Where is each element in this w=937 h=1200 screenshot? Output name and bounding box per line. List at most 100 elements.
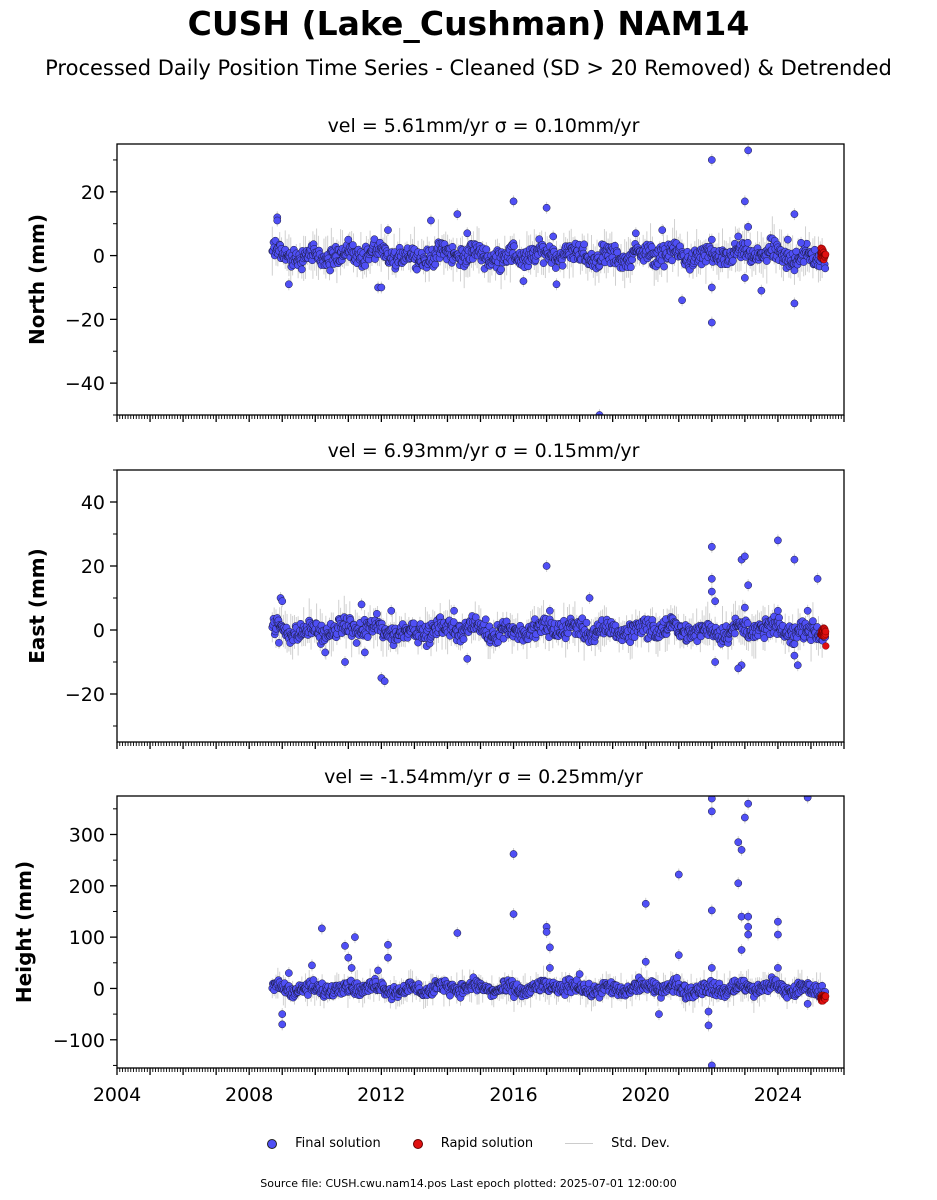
panel-1: −40 −20 0 20 vel = 5.61mm/yr σ = 0.10mm/yr No… — [25, 115, 845, 422]
final-point-outlier — [427, 216, 435, 225]
final-point — [660, 262, 668, 271]
y-axis-label: Height (mm) — [12, 861, 36, 1003]
final-point-outlier — [790, 651, 799, 660]
final-point-outlier — [387, 606, 396, 615]
final-point — [363, 633, 372, 641]
final-point-outlier — [707, 964, 716, 972]
final-point — [743, 619, 752, 628]
final-point-outlier — [741, 274, 749, 282]
final-point-outlier — [707, 542, 716, 551]
final-point-outlier — [278, 597, 287, 606]
y-tick-label: 20 — [81, 556, 105, 578]
final-point-outlier — [384, 940, 392, 949]
final-point — [409, 619, 418, 628]
x-tick-label: 2008 — [225, 1084, 273, 1106]
final-point-outlier — [542, 562, 551, 570]
legend-item-rapid: Rapid solution — [412, 1136, 533, 1151]
rapid-point — [822, 250, 830, 258]
legend-item-sd: Std. Dev. — [565, 1136, 670, 1151]
final-point-outlier — [704, 1007, 713, 1016]
final-point — [326, 266, 334, 275]
final-point-outlier — [707, 156, 716, 164]
y-tick-label: 40 — [81, 492, 105, 514]
chart-subtitle: Processed Daily Position Time Series - C… — [45, 56, 892, 80]
final-point-outlier — [674, 951, 683, 959]
final-point-outlier — [546, 943, 554, 952]
final-point — [431, 260, 440, 269]
final-point — [668, 256, 676, 265]
final-point-outlier — [674, 870, 683, 879]
final-point-outlier — [707, 574, 716, 583]
rapid-points — [817, 624, 830, 650]
final-point-outlier — [552, 280, 561, 289]
final-point-outlier — [803, 606, 812, 615]
final-point-outlier — [509, 197, 518, 206]
source-footer: Source file: CUSH.cwu.nam14.pos Last epo… — [260, 1177, 677, 1190]
x-tick-label: 2024 — [754, 1084, 802, 1106]
x-axis — [116, 415, 845, 422]
final-point-outlier — [741, 603, 749, 612]
final-point-outlier — [741, 813, 749, 822]
final-point-outlier — [341, 942, 349, 950]
final-point-outlier — [453, 210, 462, 218]
final-point-outlier — [357, 600, 366, 609]
final-points — [268, 146, 830, 415]
rapid-point — [822, 627, 830, 636]
rapid-points — [817, 244, 830, 264]
final-point — [760, 634, 769, 643]
final-points — [268, 796, 830, 1068]
y-axis: −40 −20 0 20 — [65, 159, 117, 416]
final-point-outlier — [318, 924, 326, 933]
y-tick-label: −20 — [65, 684, 105, 706]
final-point — [762, 257, 771, 265]
final-point-outlier — [797, 238, 805, 247]
final-point-outlier — [278, 1010, 287, 1018]
chart-canvas: −40 −20 0 20 vel = 5.61mm/yr σ = 0.10mm/yr No… — [12, 115, 845, 1106]
final-point — [821, 264, 830, 273]
final-point-outlier — [278, 1020, 287, 1029]
final-point-outlier — [734, 232, 743, 241]
final-point-outlier — [585, 594, 594, 602]
final-point-outlier — [783, 235, 792, 244]
final-point — [647, 243, 656, 251]
x-tick-label: 2004 — [93, 1084, 141, 1106]
final-point — [582, 618, 591, 627]
rapid-points — [817, 991, 830, 1005]
y-tick-label: 200 — [69, 876, 105, 898]
final-point-outlier — [744, 912, 753, 921]
final-point-outlier — [707, 318, 716, 327]
final-point — [743, 238, 752, 247]
final-point-outlier — [737, 946, 746, 954]
legend-item-final: Final solution — [267, 1136, 381, 1151]
final-point-outlier — [707, 587, 716, 596]
final-point — [627, 263, 635, 272]
final-point-outlier — [707, 283, 716, 292]
final-point-outlier — [744, 146, 753, 155]
final-point-outlier — [658, 226, 667, 234]
rapid-point — [822, 642, 830, 650]
chart-title: CUSH (Lake_Cushman) NAM14 — [187, 4, 750, 43]
x-tick-label: 2016 — [489, 1084, 537, 1106]
final-point-outlier — [450, 606, 458, 615]
x-axis: 2004 2008 2012 2016 2020 2024 — [93, 1068, 845, 1106]
final-point-outlier — [707, 807, 716, 816]
final-point — [510, 242, 518, 251]
final-point-outlier — [790, 210, 799, 218]
final-point-outlier — [509, 910, 518, 918]
final-point-outlier — [655, 1010, 663, 1018]
final-point-outlier — [744, 581, 753, 590]
final-point-outlier — [374, 966, 382, 975]
final-point-outlier — [347, 964, 356, 972]
final-point — [297, 265, 306, 274]
final-point-outlier — [744, 923, 753, 931]
panel-data-3 — [268, 796, 830, 1068]
axes-frame — [116, 795, 845, 1069]
final-point-outlier — [741, 552, 749, 561]
final-point-outlier — [790, 555, 799, 564]
axes-frame — [116, 143, 845, 416]
final-point-outlier — [711, 658, 719, 666]
final-point-outlier — [793, 661, 802, 670]
panel-data-2 — [268, 534, 830, 688]
final-point-outlier — [284, 280, 293, 289]
y-axis-label: North (mm) — [25, 214, 49, 345]
